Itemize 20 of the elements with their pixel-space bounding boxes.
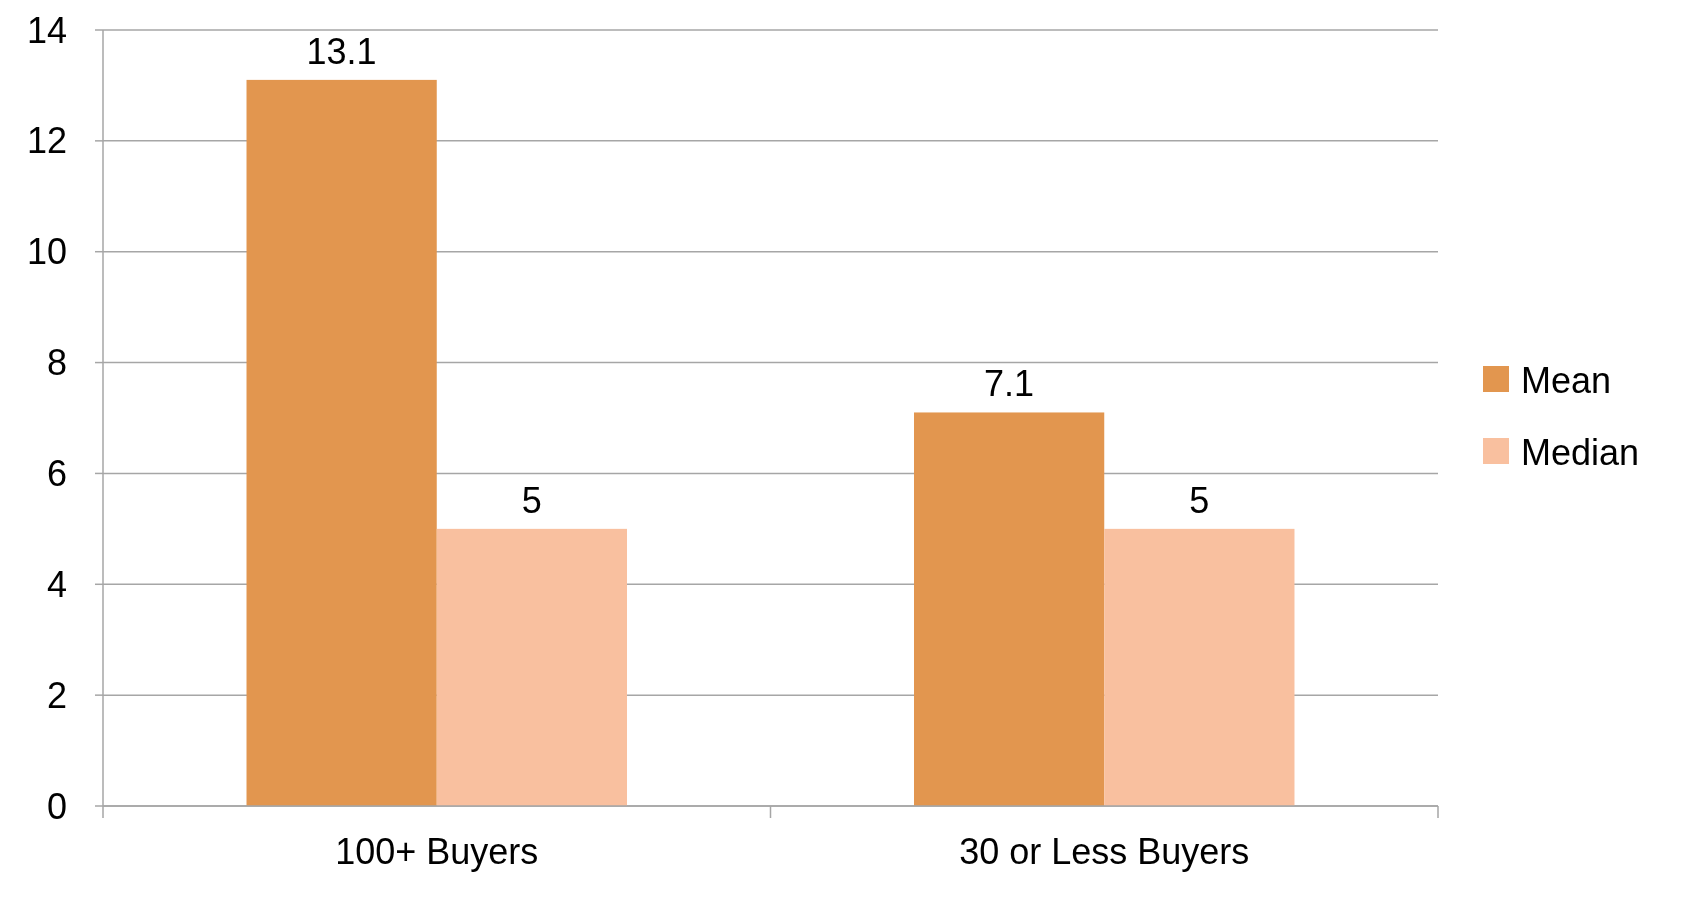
y-tick-label: 14 (26, 9, 67, 51)
y-tick-label: 2 (46, 674, 67, 716)
legend-label: Median (1521, 431, 1640, 473)
y-tick-label: 4 (46, 563, 67, 605)
data-label: 7.1 (984, 363, 1035, 405)
y-tick-label: 10 (26, 231, 67, 273)
bar (436, 528, 627, 806)
data-label: 13.1 (306, 30, 377, 72)
y-tick-label: 6 (46, 453, 67, 495)
data-label: 5 (1189, 479, 1210, 521)
y-tick-label: 0 (46, 785, 67, 827)
bar (1104, 528, 1295, 806)
y-tick-label: 12 (26, 120, 67, 162)
bar (246, 79, 437, 806)
legend-label: Mean (1521, 359, 1612, 401)
bar (914, 412, 1105, 806)
x-tick-label: 30 or Less Buyers (959, 831, 1250, 872)
data-label: 5 (521, 479, 542, 521)
x-tick-label: 100+ Buyers (335, 831, 539, 872)
y-tick-label: 8 (46, 342, 67, 384)
